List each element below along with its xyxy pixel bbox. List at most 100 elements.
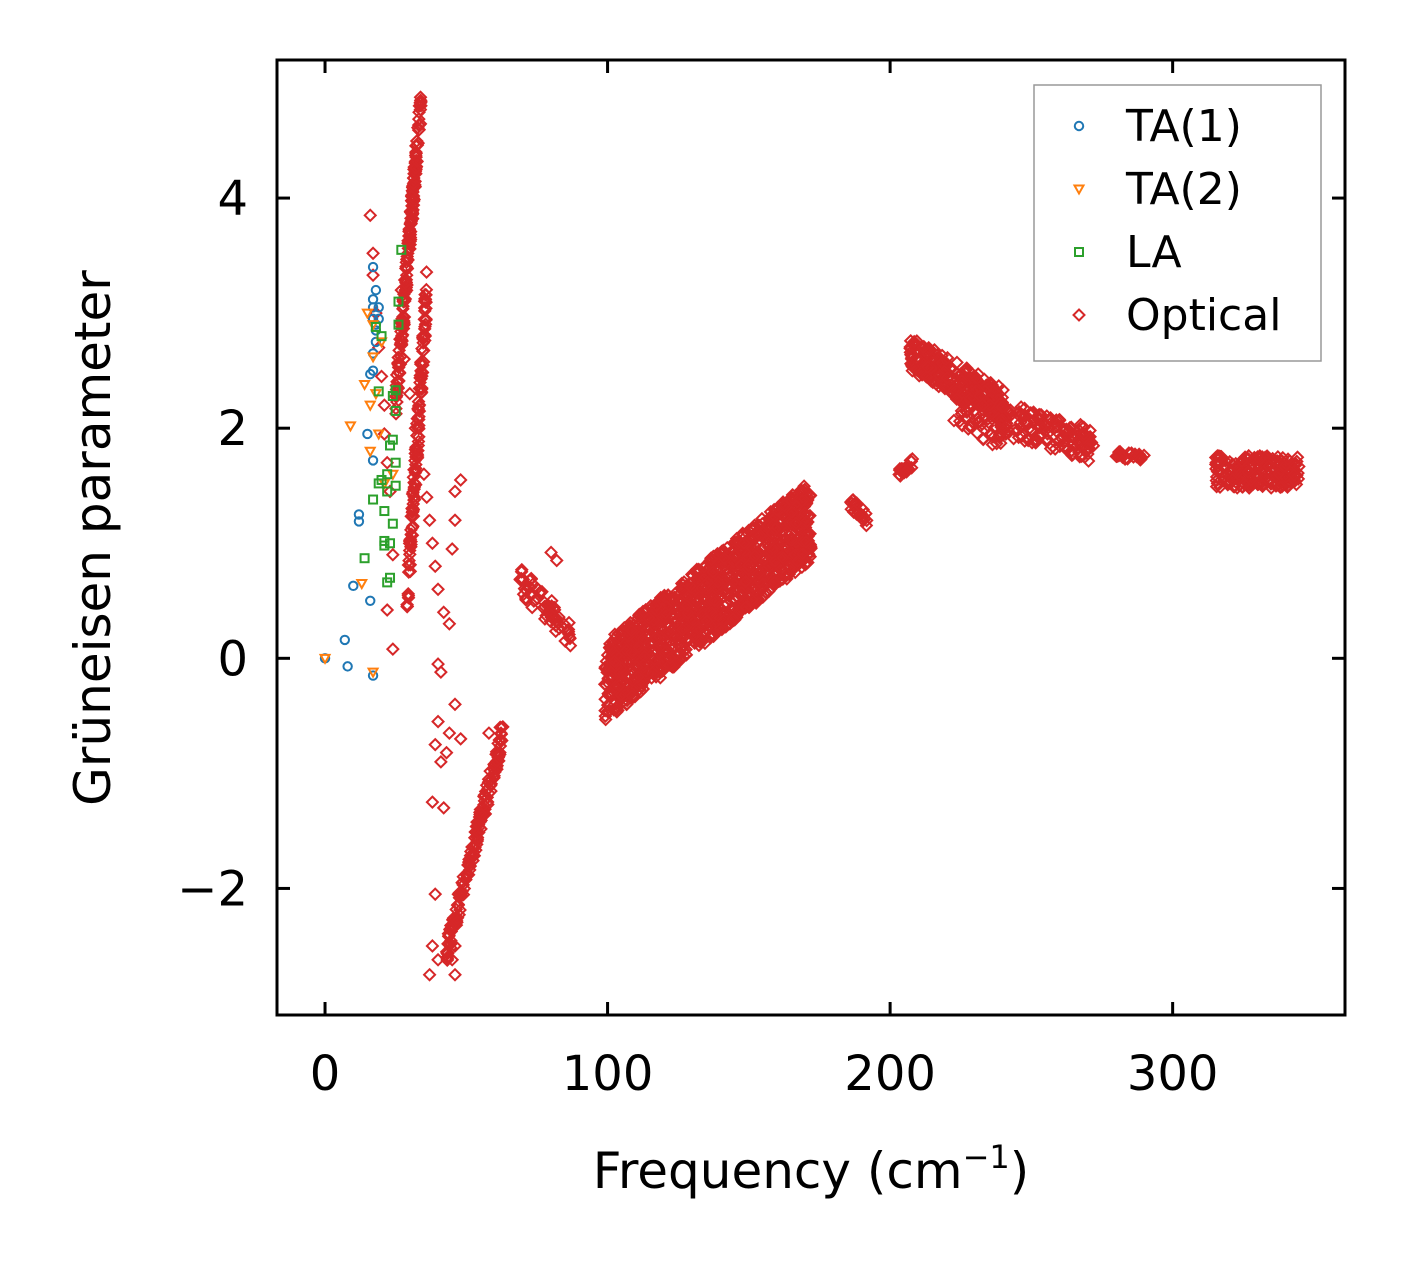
x-tick-label: 300: [1127, 1046, 1219, 1102]
data-point-optical: [856, 513, 871, 528]
data-point-ta2: [375, 337, 388, 349]
data-point-optical: [417, 321, 432, 336]
data-point-optical: [767, 575, 782, 590]
data-point-optical: [448, 484, 462, 499]
data-point-optical: [705, 626, 720, 641]
data-point-optical: [601, 672, 616, 686]
data-point-optical: [1210, 476, 1225, 491]
series-la: [359, 244, 407, 588]
data-point-optical: [1223, 475, 1238, 490]
data-point-optical: [687, 628, 702, 643]
data-point-optical: [406, 194, 420, 209]
data-point-optical: [514, 564, 529, 579]
x-axis-label-sup: −1: [963, 1138, 1010, 1176]
data-point-optical: [1018, 408, 1033, 423]
data-point-optical: [1064, 448, 1079, 463]
data-point-la: [382, 469, 393, 480]
data-point-optical: [783, 516, 798, 531]
data-point-optical: [408, 463, 423, 478]
x-axis-label: Frequency (cm−1): [593, 1138, 1030, 1200]
data-point-optical: [967, 403, 982, 418]
data-point-optical: [1291, 459, 1306, 474]
data-point-optical: [422, 967, 437, 982]
data-point-optical: [750, 562, 765, 577]
data-point-optical: [616, 664, 631, 679]
data-point-optical: [631, 639, 646, 654]
data-point-optical: [412, 404, 427, 419]
data-point-optical: [710, 593, 724, 608]
data-point-optical: [433, 665, 448, 680]
data-point-optical: [909, 351, 923, 366]
data-point-optical: [700, 614, 715, 628]
data-point-optical: [390, 374, 404, 389]
data-point-optical: [380, 603, 395, 617]
data-point-optical: [410, 154, 425, 169]
data-point-optical: [487, 757, 501, 772]
data-point-optical: [408, 457, 423, 472]
data-point-optical: [714, 544, 729, 559]
data-point-optical: [1057, 435, 1072, 450]
data-point-ta1: [353, 509, 365, 520]
data-point-optical: [1006, 431, 1021, 446]
legend-entry-optical: Optical: [1072, 290, 1281, 341]
data-point-optical: [784, 505, 799, 520]
data-point-optical: [431, 714, 445, 729]
data-point-optical: [405, 505, 420, 520]
data-point-optical: [385, 547, 400, 562]
data-point-optical: [405, 487, 420, 501]
data-point-optical: [1045, 439, 1060, 454]
data-point-ta2: [318, 653, 332, 665]
data-point-optical: [1011, 423, 1025, 437]
data-point-optical: [672, 625, 687, 640]
data-point-optical: [394, 328, 409, 343]
data-point-optical: [518, 591, 533, 605]
legend: TA(1) TA(2) LA Optical: [1033, 84, 1322, 362]
data-point-optical: [655, 664, 670, 678]
data-point-optical: [1133, 452, 1148, 467]
data-point-ta1: [365, 595, 376, 606]
data-point-optical: [442, 726, 457, 741]
data-point-optical: [771, 559, 786, 574]
data-point-la: [390, 457, 401, 468]
data-point-optical: [916, 340, 931, 355]
data-point-optical: [680, 605, 695, 620]
data-point-optical: [487, 762, 502, 777]
data-point-optical: [704, 593, 719, 608]
data-point-optical: [727, 555, 742, 570]
data-point-optical: [1082, 436, 1096, 451]
data-point-optical: [536, 601, 551, 616]
data-point-la: [396, 244, 407, 255]
data-point-optical: [920, 360, 935, 375]
data-point-optical: [481, 772, 496, 787]
data-point-optical: [769, 502, 784, 517]
data-point-optical: [393, 332, 407, 347]
data-point-optical: [785, 487, 800, 502]
data-point-optical: [940, 350, 955, 365]
data-point-optical: [413, 375, 427, 390]
data-point-optical: [675, 622, 690, 637]
series-optical: [363, 90, 1306, 982]
data-point-optical: [418, 291, 432, 306]
data-point-optical: [1080, 441, 1094, 456]
data-point-optical: [542, 603, 557, 618]
data-point-ta1: [362, 428, 373, 440]
data-point-optical: [940, 371, 954, 386]
data-point-optical: [1051, 417, 1065, 432]
data-point-ta2: [369, 389, 383, 401]
data-point-la: [385, 538, 396, 549]
data-point-optical: [703, 618, 718, 633]
data-point-optical: [795, 546, 810, 561]
data-point-optical: [450, 898, 465, 913]
data-point-optical: [425, 939, 440, 953]
data-point-optical: [537, 595, 552, 610]
data-point-optical: [608, 630, 623, 645]
data-point-optical: [659, 644, 674, 659]
data-point-optical: [639, 623, 654, 637]
data-point-optical: [625, 682, 640, 697]
data-point-optical: [726, 612, 740, 627]
data-point-optical: [1034, 419, 1048, 434]
data-point-optical: [1021, 431, 1036, 446]
data-point-optical: [1071, 435, 1086, 449]
data-point-la: [387, 434, 398, 445]
